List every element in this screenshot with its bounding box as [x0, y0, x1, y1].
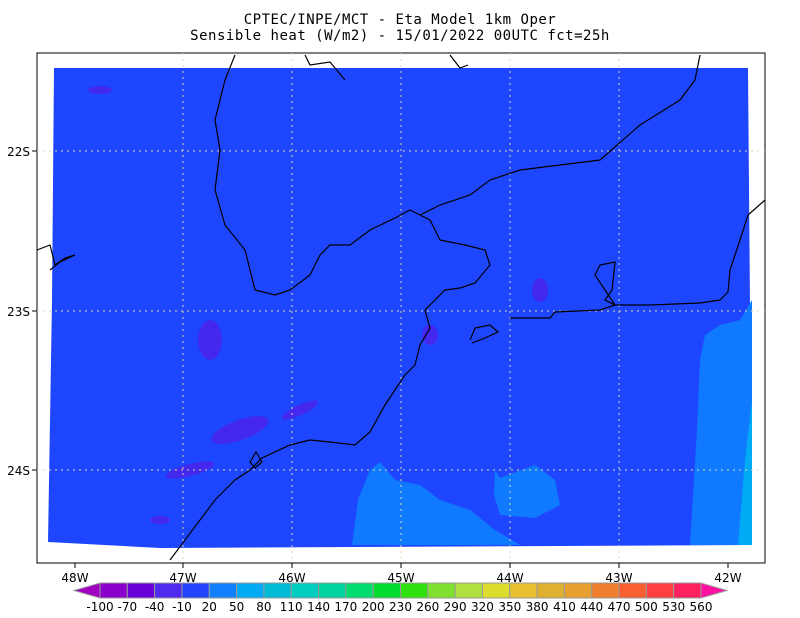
- lon-label: 46W: [278, 571, 305, 585]
- colorbar-label: 200: [362, 600, 385, 614]
- colorbar-box: [126, 582, 156, 599]
- lon-label: 44W: [496, 571, 523, 585]
- colorbar-label: 260: [416, 600, 439, 614]
- lon-label: 48W: [61, 571, 88, 585]
- lat-label: 22S: [7, 145, 30, 159]
- colorbar-label: 230: [389, 600, 412, 614]
- colorbar-label: 110: [280, 600, 303, 614]
- colorbar-box: [618, 582, 647, 599]
- gridlines: [37, 53, 765, 563]
- field-base: [48, 68, 752, 548]
- colorbar-label: 290: [444, 600, 467, 614]
- colorbar-label: 380: [526, 600, 549, 614]
- field-ocean-light-1: [352, 462, 520, 545]
- colorbar-label: 170: [334, 600, 357, 614]
- colorbar-box: [481, 582, 511, 599]
- colorbar-box: [263, 582, 292, 599]
- colorbar-box: [236, 582, 265, 599]
- colorbar-label: 470: [608, 600, 631, 614]
- colorbar-label: 440: [580, 600, 603, 614]
- colorbar-label: 320: [471, 600, 494, 614]
- colorbar-box: [673, 582, 702, 599]
- colorbar-label: -10: [172, 600, 192, 614]
- colorbar-box: [591, 582, 620, 599]
- colorbar-label: 80: [256, 600, 271, 614]
- field-land-patches: [88, 86, 548, 524]
- colorbar-box: [181, 582, 210, 599]
- coastline-borders: [36, 54, 766, 561]
- colorbar-box: [318, 582, 347, 599]
- colorbar-box: [509, 582, 538, 599]
- colorbar-label: 530: [662, 600, 685, 614]
- lon-label: 47W: [169, 571, 196, 585]
- colorbar-box: [563, 582, 593, 599]
- colorbar-label: 50: [229, 600, 244, 614]
- latitude-labels: 22S 23S 24S: [7, 145, 37, 478]
- colorbar-label: -40: [145, 600, 165, 614]
- colorbar-under-triangle: [72, 582, 101, 599]
- colorbar: -100 -70 -40 -10 20 50 80 110 140 170 200 230 260 290…: [72, 582, 729, 614]
- chart-title-line1: CPTEC/INPE/MCT - Eta Model 1km Oper: [243, 12, 557, 28]
- colorbar-box: [536, 582, 565, 599]
- colorbar-label: 140: [307, 600, 330, 614]
- lon-label: 43W: [605, 571, 632, 585]
- colorbar-over-triangle: [700, 582, 729, 599]
- chart-title-line2: Sensible heat (W/m2) - 15/01/2022 00UTC …: [190, 28, 610, 44]
- colorbar-box: [345, 582, 374, 599]
- colorbar-box: [454, 582, 483, 599]
- colorbar-box: [645, 582, 675, 599]
- colorbar-box: [372, 582, 402, 599]
- lon-label: 45W: [387, 571, 414, 585]
- colorbar-box: [290, 582, 320, 599]
- colorbar-label: -70: [118, 600, 138, 614]
- colorbar-label: 350: [498, 600, 521, 614]
- sensible-heat-field: [48, 68, 752, 548]
- colorbar-box: [99, 582, 128, 599]
- colorbar-label: 410: [553, 600, 576, 614]
- lat-label: 23S: [7, 305, 30, 319]
- lon-label: 42W: [714, 571, 741, 585]
- colorbar-label: 560: [690, 600, 713, 614]
- field-ocean-lighter: [738, 400, 752, 545]
- longitude-labels: 48W 47W 46W 45W 44W 43W 42W: [61, 563, 742, 585]
- field-ocean-light-3: [690, 300, 752, 545]
- colorbar-label: -100: [86, 600, 113, 614]
- colorbar-box: [154, 582, 183, 599]
- colorbar-label: 20: [202, 600, 217, 614]
- colorbar-box: [427, 582, 456, 599]
- colorbar-box: [208, 582, 238, 599]
- lat-label: 24S: [7, 464, 30, 478]
- colorbar-box: [400, 582, 429, 599]
- colorbar-label: 500: [635, 600, 658, 614]
